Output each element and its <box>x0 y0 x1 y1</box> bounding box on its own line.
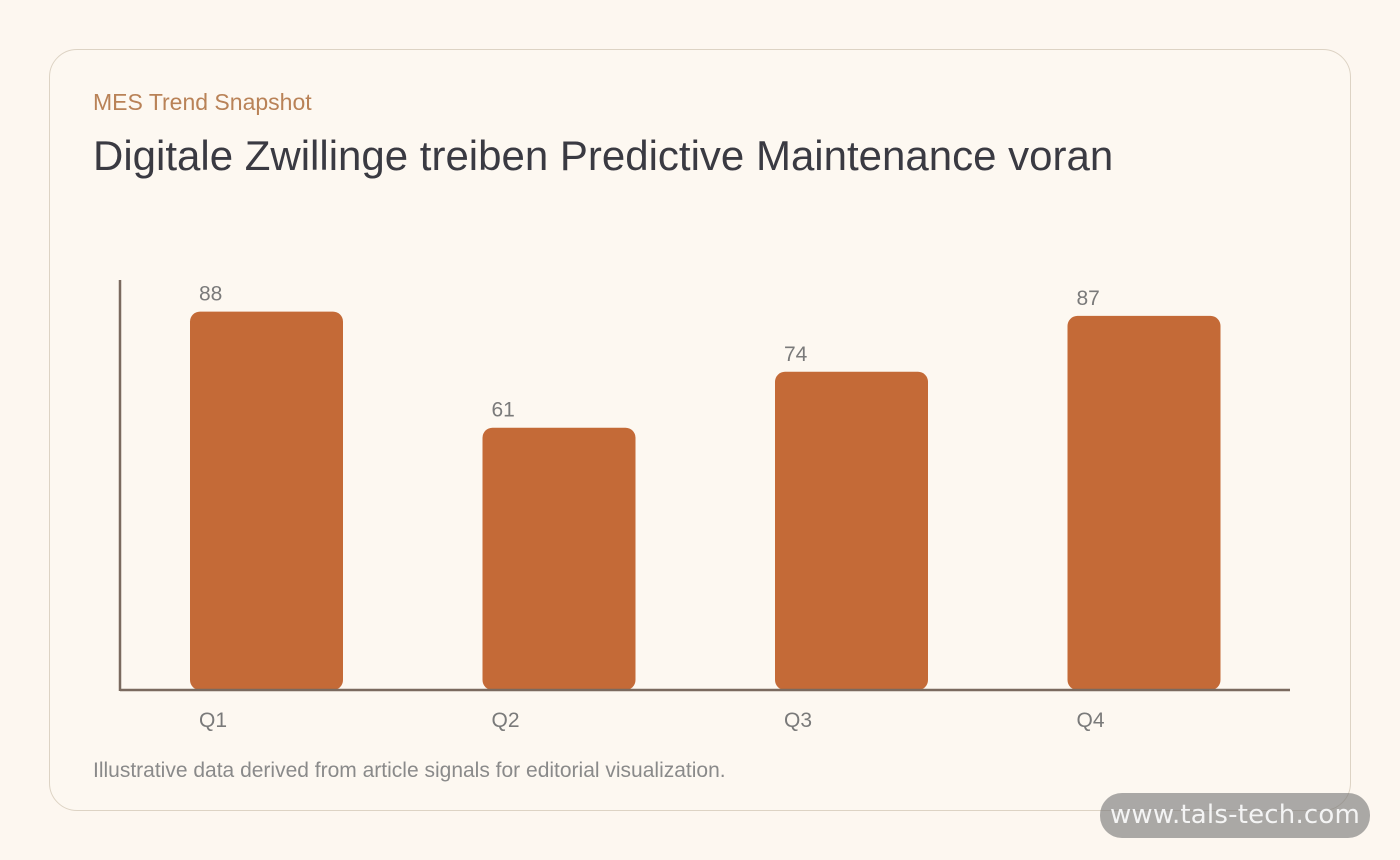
value-label-q4: 87 <box>1077 287 1100 310</box>
value-label-q3: 74 <box>784 343 808 366</box>
tick-label-q3: Q3 <box>784 709 812 732</box>
value-label-q2: 61 <box>492 399 515 422</box>
footnote: Illustrative data derived from article s… <box>93 759 726 782</box>
tick-label-q4: Q4 <box>1077 709 1105 732</box>
bars-group <box>190 311 1221 690</box>
value-label-q1: 88 <box>199 283 222 306</box>
kicker-label: MES Trend Snapshot <box>93 89 312 115</box>
page-title: Digitale Zwillinge treiben Predictive Ma… <box>93 132 1114 179</box>
bar-q4 <box>1067 315 1221 690</box>
tick-labels-group: Q1 Q2 Q3 Q4 <box>199 709 1105 732</box>
tick-label-q1: Q1 <box>199 709 227 732</box>
watermark-badge: www.tals-tech.com <box>1100 793 1370 838</box>
bar-q1 <box>190 311 343 690</box>
value-labels-group: 88 61 74 87 <box>199 283 1100 422</box>
tick-label-q2: Q2 <box>492 709 520 732</box>
bar-q2 <box>482 427 636 690</box>
bar-q3 <box>775 371 928 690</box>
